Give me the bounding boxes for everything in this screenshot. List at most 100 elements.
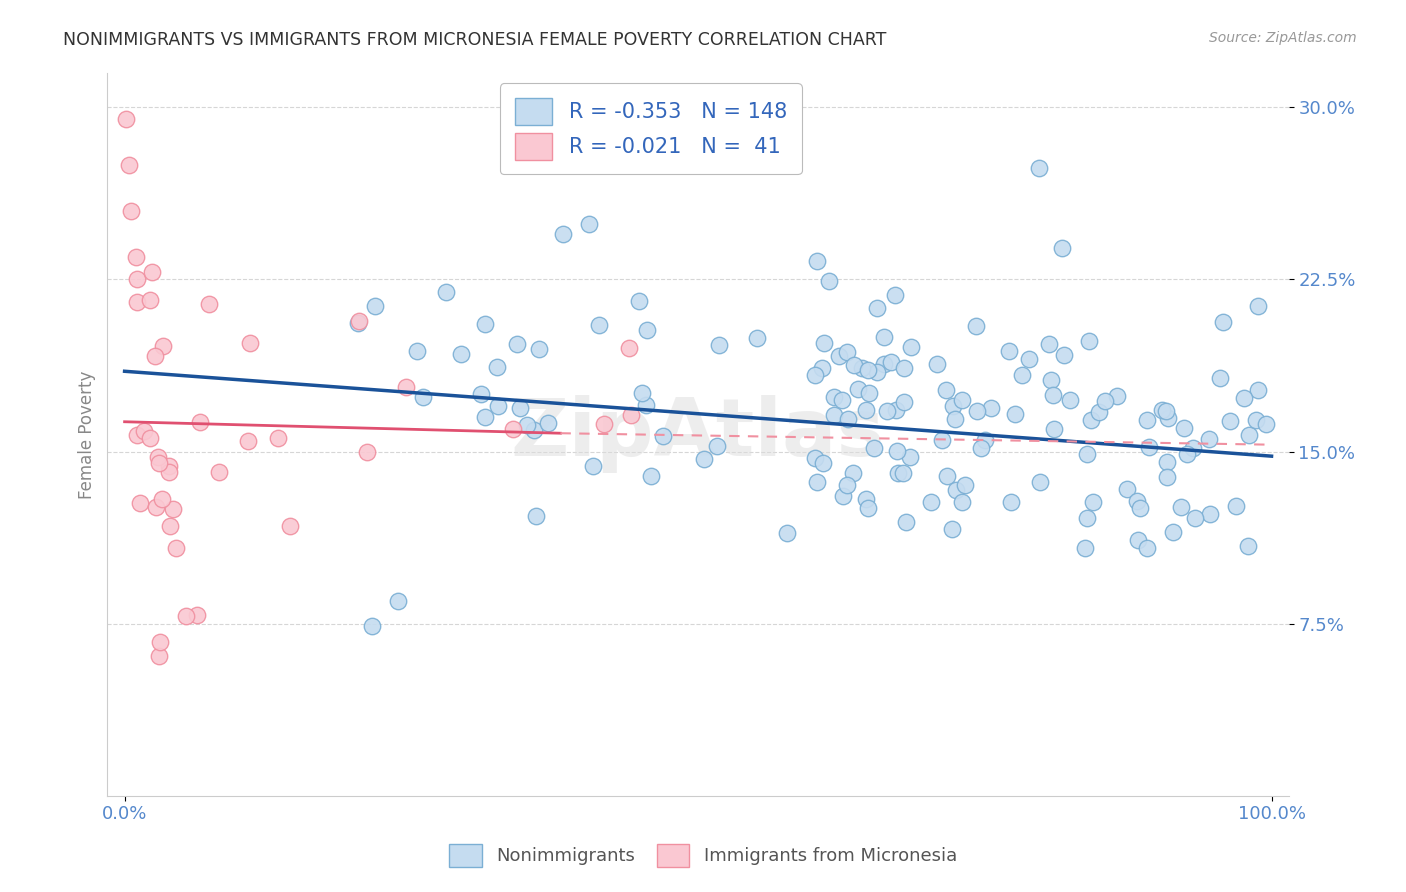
Point (1136, 413, 1159, 427)
Point (835, 477, 858, 491)
Point (436, 285, 458, 300)
Point (356, 444, 378, 458)
Point (157, 458, 180, 473)
Point (129, 496, 152, 510)
Point (1050, 241, 1073, 255)
Point (395, 380, 418, 394)
Point (132, 424, 155, 438)
Point (524, 509, 547, 524)
Point (866, 301, 889, 315)
Point (115, 112, 138, 126)
Point (1247, 299, 1270, 313)
Point (1028, 161, 1050, 175)
Point (945, 483, 967, 497)
Text: ZipAtlas: ZipAtlas (510, 395, 886, 474)
Point (125, 428, 148, 442)
Point (118, 158, 141, 172)
Point (855, 403, 877, 417)
Point (1170, 500, 1192, 514)
Point (1173, 421, 1195, 435)
Point (236, 434, 259, 448)
Point (1073, 541, 1095, 555)
Point (1083, 494, 1105, 508)
Point (1246, 383, 1268, 397)
Point (1029, 475, 1052, 489)
Point (188, 415, 211, 429)
Point (149, 634, 172, 648)
Point (1115, 482, 1137, 496)
Point (1198, 432, 1220, 446)
Point (145, 500, 167, 515)
Point (856, 363, 879, 377)
Point (1004, 407, 1026, 421)
Point (831, 489, 853, 503)
Point (1209, 371, 1232, 385)
Point (823, 390, 845, 404)
Point (831, 393, 853, 408)
Point (692, 452, 714, 467)
Point (139, 431, 162, 445)
Point (1011, 368, 1033, 382)
Point (858, 386, 880, 401)
Point (139, 293, 162, 307)
Point (406, 344, 429, 359)
Point (921, 495, 943, 509)
Point (966, 404, 988, 418)
Point (817, 274, 839, 288)
Legend: R = -0.353   N = 148, R = -0.021   N =  41: R = -0.353 N = 148, R = -0.021 N = 41 (501, 83, 801, 175)
Point (1076, 448, 1098, 462)
Point (935, 383, 957, 397)
Point (474, 317, 496, 331)
Point (1161, 524, 1184, 539)
Point (1059, 393, 1081, 408)
Text: Source: ZipAtlas.com: Source: ZipAtlas.com (1209, 31, 1357, 45)
Point (523, 423, 546, 437)
Point (1076, 511, 1098, 525)
Point (485, 359, 508, 374)
Point (927, 357, 949, 371)
Point (162, 501, 184, 516)
Point (1137, 440, 1160, 454)
Point (883, 288, 905, 302)
Point (529, 343, 551, 357)
Point (125, 250, 148, 264)
Point (880, 355, 903, 369)
Point (582, 458, 605, 473)
Point (863, 441, 886, 455)
Point (873, 357, 896, 371)
Point (1225, 499, 1247, 513)
Point (1038, 336, 1060, 351)
Point (776, 525, 799, 540)
Point (509, 401, 531, 415)
Point (950, 393, 973, 408)
Point (628, 294, 651, 309)
Point (886, 466, 908, 480)
Point (152, 339, 174, 353)
Point (1237, 539, 1260, 553)
Point (811, 456, 834, 470)
Point (842, 358, 865, 372)
Point (856, 501, 879, 516)
Point (125, 295, 148, 310)
Point (950, 495, 973, 509)
Point (876, 404, 898, 418)
Point (141, 265, 163, 279)
Point (280, 519, 302, 533)
Point (364, 299, 387, 313)
Point (267, 431, 290, 445)
Point (125, 272, 148, 286)
Point (1237, 427, 1260, 442)
Point (894, 515, 917, 529)
Point (1077, 334, 1099, 349)
Point (515, 417, 537, 432)
Point (900, 340, 922, 354)
Point (893, 361, 915, 376)
Point (706, 439, 728, 453)
Point (157, 465, 180, 479)
Point (148, 456, 170, 470)
Point (1219, 414, 1241, 428)
Point (1157, 411, 1180, 425)
Point (474, 409, 496, 424)
Point (588, 318, 610, 333)
Point (347, 316, 370, 330)
